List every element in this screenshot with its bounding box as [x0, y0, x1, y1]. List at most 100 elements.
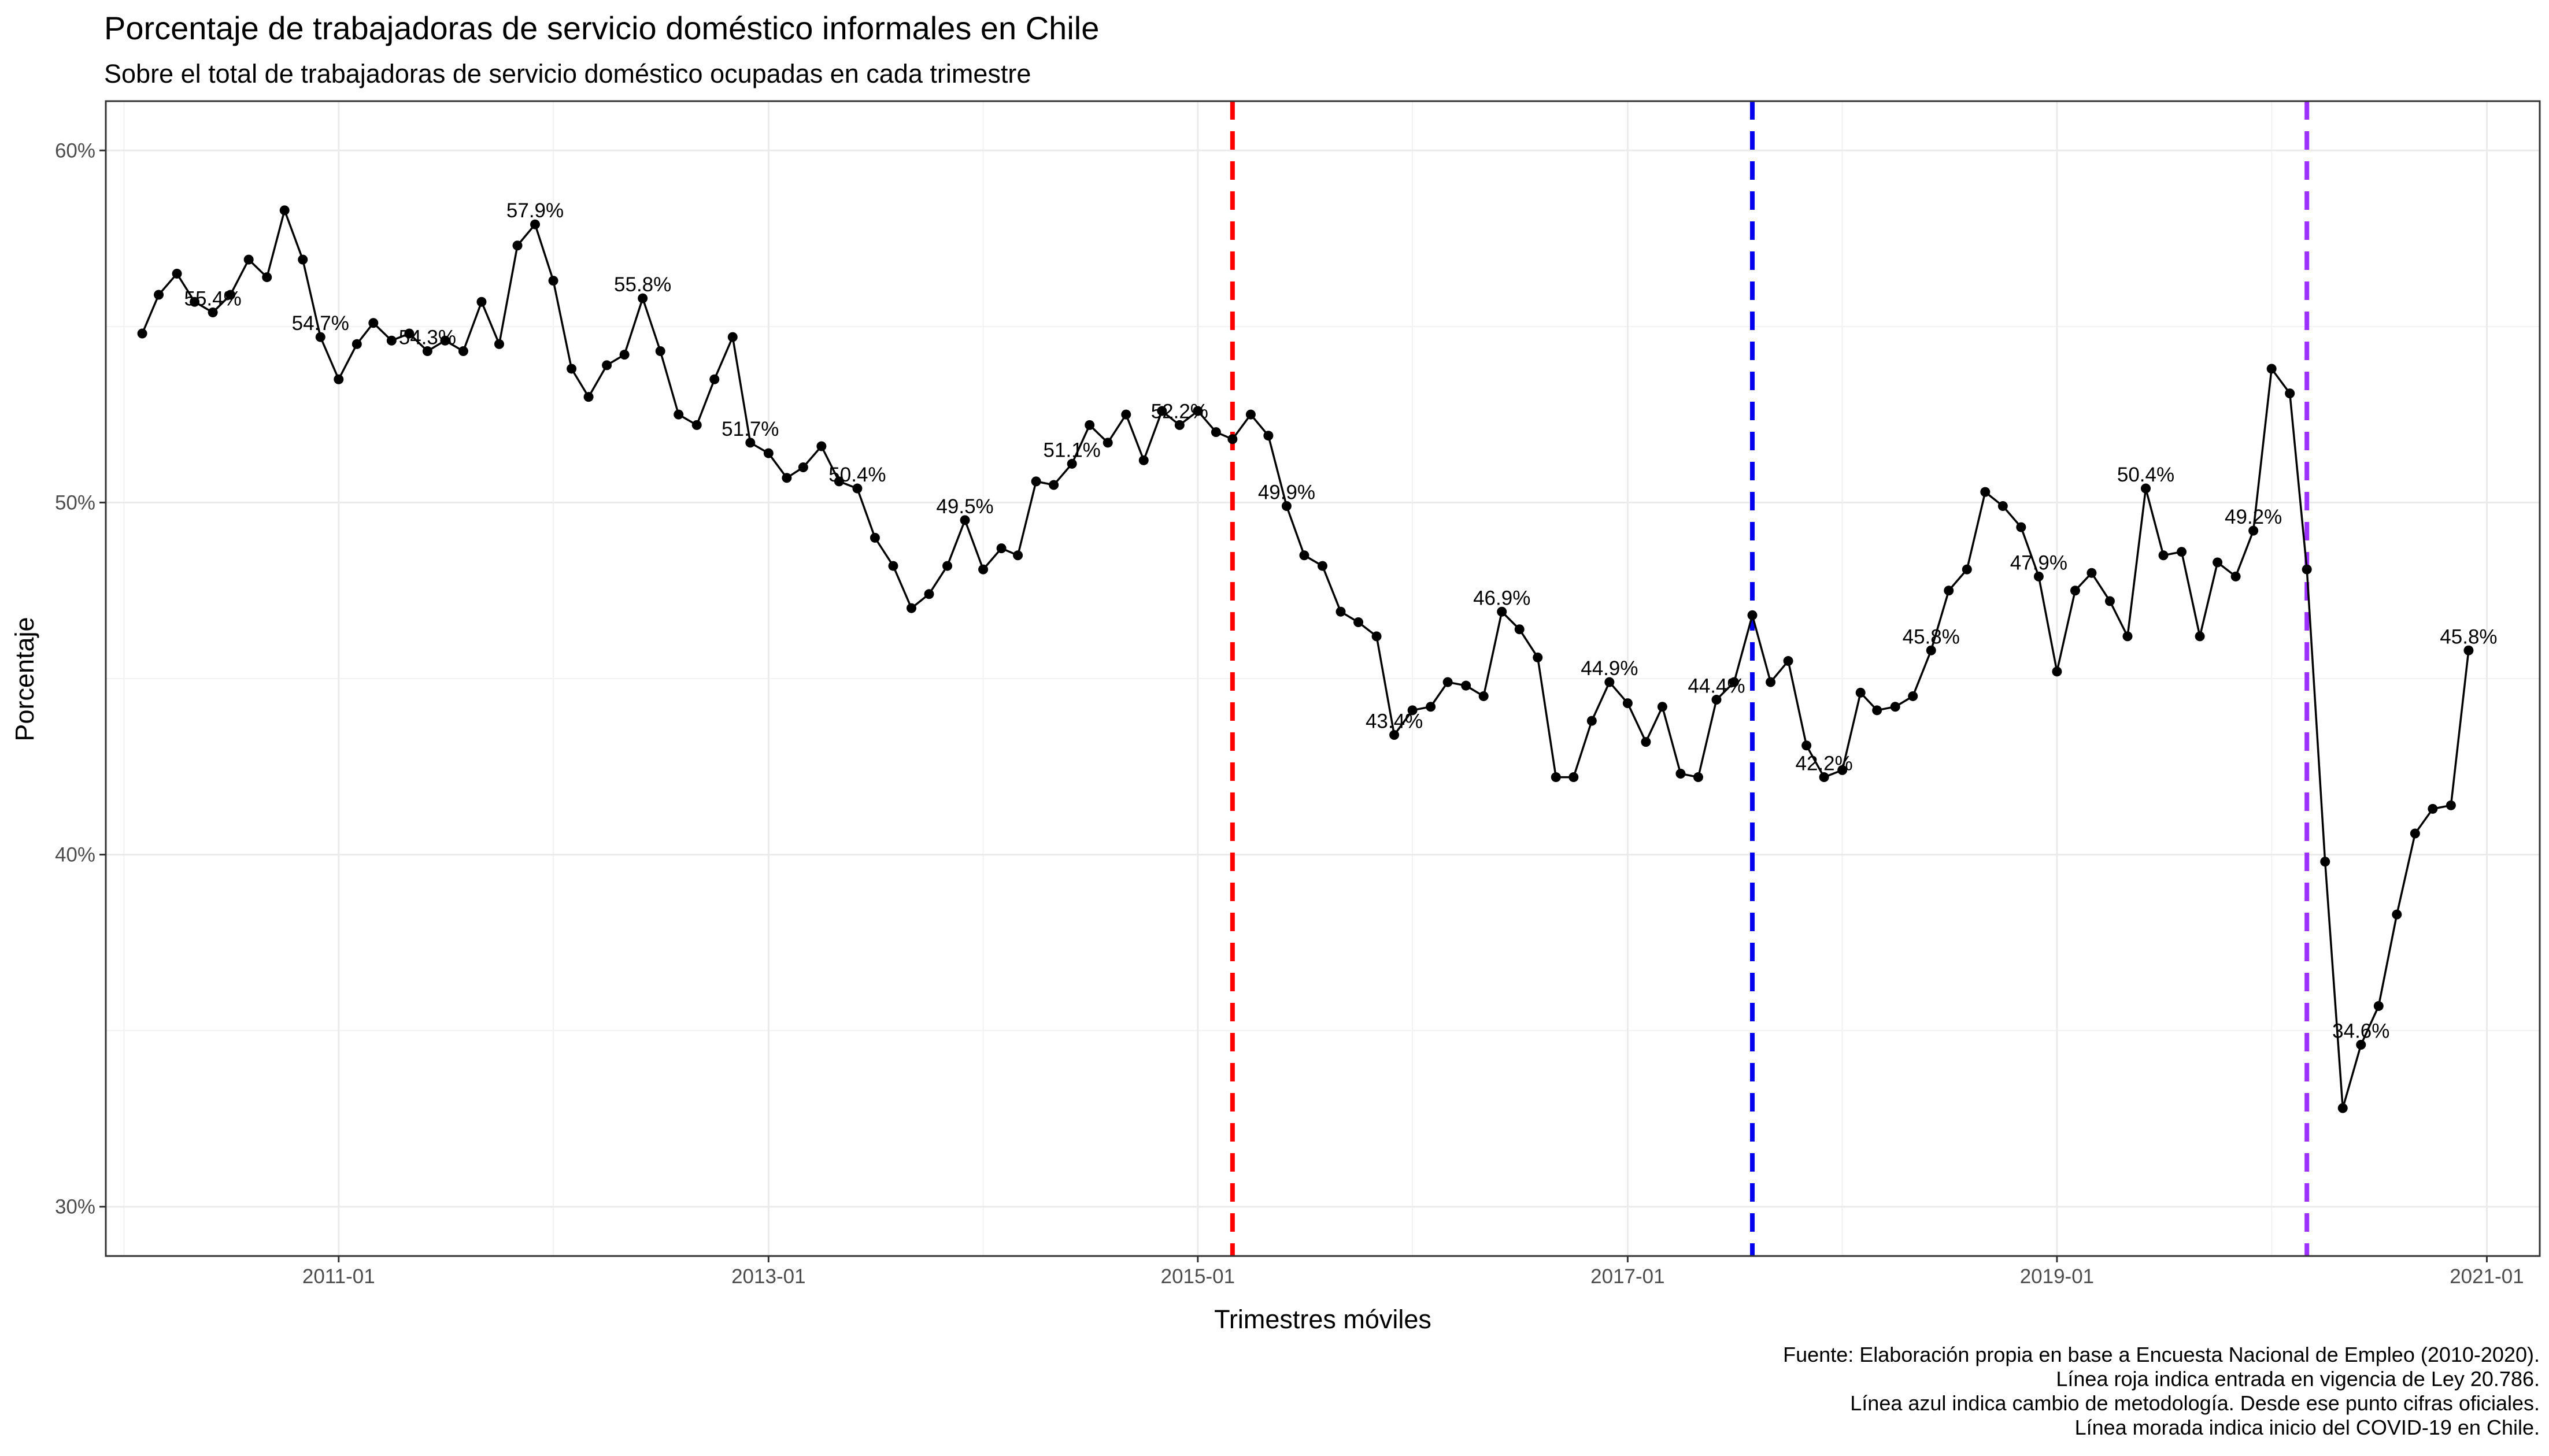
data-point [691, 420, 702, 430]
caption-line-3: Línea azul indica cambio de metodología.… [1850, 1391, 2540, 1415]
data-point [727, 332, 738, 342]
data-point [655, 346, 665, 356]
data-point [996, 543, 1007, 554]
data-point [638, 293, 648, 303]
data-point [1837, 765, 1848, 775]
data-label: 57.9% [506, 199, 564, 222]
data-label: 54.7% [292, 312, 349, 335]
reference-lines [1230, 101, 2310, 1256]
x-tick-label: 2015-01 [1161, 1265, 1235, 1288]
chart-subtitle: Sobre el total de trabajadoras de servic… [104, 59, 1031, 88]
data-point [1211, 427, 1221, 438]
data-point [567, 364, 577, 374]
y-tick-label: 30% [55, 1196, 95, 1218]
x-tick-label: 2021-01 [2450, 1265, 2524, 1288]
data-point [1281, 501, 1292, 512]
data-point [1783, 656, 1793, 666]
data-point [1980, 487, 1991, 497]
y-tick-label: 50% [55, 491, 95, 514]
data-point [1872, 705, 1882, 716]
data-point [978, 564, 989, 575]
data-point [1766, 677, 1776, 687]
data-point [172, 268, 182, 279]
data-point [2463, 645, 2474, 655]
data-point [1551, 772, 1561, 783]
data-point [2285, 388, 2295, 399]
data-point [1317, 561, 1327, 571]
data-label: 47.9% [2010, 551, 2067, 574]
data-point [2104, 596, 2115, 606]
data-point [440, 335, 450, 346]
data-point [1855, 687, 1866, 698]
data-point [190, 297, 200, 307]
data-point [2446, 800, 2456, 810]
data-points [137, 205, 2474, 1113]
data-point [1389, 729, 1400, 740]
data-point [2428, 803, 2438, 814]
data-point [2213, 557, 2223, 568]
data-point [1157, 406, 1167, 416]
data-label: 50.4% [828, 464, 886, 486]
caption-line-1: Fuente: Elaboración propia en base a Enc… [1783, 1343, 2540, 1366]
data-point [2248, 525, 2259, 536]
x-tick-label: 2013-01 [731, 1265, 805, 1288]
data-point [1085, 420, 1095, 430]
data-point [1067, 458, 1077, 469]
data-point [494, 339, 504, 349]
data-point [1227, 434, 1238, 444]
data-point [924, 589, 934, 599]
data-point [1747, 610, 1758, 620]
chart-title: Porcentaje de trabajadoras de servicio d… [104, 10, 1099, 46]
data-point [1962, 564, 1972, 575]
data-point [1353, 617, 1364, 628]
data-point [1103, 438, 1113, 448]
data-point [1568, 772, 1579, 783]
x-tick-label: 2017-01 [1590, 1265, 1664, 1288]
data-label: 49.9% [1258, 481, 1315, 504]
y-axis-title: Porcentaje [10, 617, 39, 741]
data-point [548, 276, 558, 286]
data-point [2158, 550, 2169, 561]
data-label: 54.3% [399, 326, 456, 349]
data-label: 34.6% [2332, 1020, 2389, 1043]
data-point [2086, 568, 2097, 578]
data-point [1711, 695, 1722, 705]
data-point [2141, 483, 2151, 494]
data-point [352, 339, 362, 349]
y-tick-label: 40% [55, 844, 95, 866]
data-point [852, 483, 863, 494]
data-label: 42.2% [1795, 753, 1852, 775]
data-point [798, 462, 808, 473]
data-point [1013, 550, 1023, 561]
x-axis: 2011-01 2013-01 2015-01 2017-01 2019-01 2021-… [302, 1256, 2524, 1288]
data-point [154, 290, 164, 300]
data-point [816, 441, 827, 451]
data-label: 45.8% [1903, 625, 1960, 648]
data-point [368, 318, 379, 328]
data-point [1908, 691, 1918, 701]
data-point [137, 328, 147, 339]
data-point [2122, 631, 2133, 642]
data-point [2392, 909, 2402, 920]
data-point [1371, 631, 1382, 642]
data-point [1693, 772, 1703, 783]
data-point [2052, 666, 2062, 677]
data-point [298, 254, 308, 265]
data-point [1729, 677, 1739, 687]
data-point [1926, 645, 1936, 655]
data-point [1426, 702, 1436, 712]
data-point [583, 392, 594, 402]
data-point [709, 374, 720, 384]
data-point [1622, 698, 1633, 709]
data-point [782, 473, 792, 483]
data-point [243, 254, 254, 265]
data-point [1819, 772, 1829, 783]
minor-gridlines [106, 101, 2540, 1256]
data-label: 46.9% [1473, 587, 1530, 609]
data-point [386, 335, 397, 346]
data-point [1890, 702, 1900, 712]
y-tick-label: 60% [55, 139, 95, 162]
data-label: 44.4% [1688, 675, 1745, 698]
data-point [1299, 550, 1309, 561]
